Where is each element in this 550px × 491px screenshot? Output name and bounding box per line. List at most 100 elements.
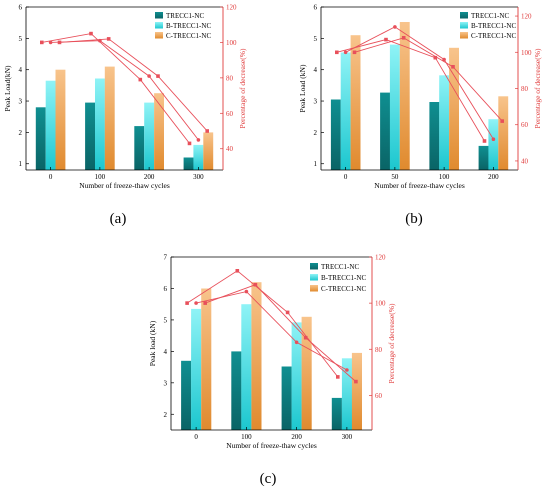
line-point-2-1 xyxy=(253,282,258,287)
y-tick-label-3: 5 xyxy=(164,316,168,324)
y-tick-label-3: 4 xyxy=(19,66,23,74)
line-series-1 xyxy=(50,40,199,141)
chart-panel-b: 1 2 3 4 5 6 40 60 80 100 120 0 50 100 200 Number of fre… xyxy=(298,4,542,191)
y-tick-label-4: 5 xyxy=(314,35,318,43)
bar-2-2 xyxy=(301,316,312,430)
y2-tick-label-3: 100 xyxy=(521,49,532,57)
bar-1-3 xyxy=(193,144,204,170)
legend-swatch-2 xyxy=(460,32,468,39)
y-tick-label-2: 3 xyxy=(314,98,318,106)
bar-1-3 xyxy=(488,119,499,170)
legend-label-2: C-TRECC1-NC xyxy=(166,32,211,40)
line-point-2-2 xyxy=(451,65,455,69)
bar-2-1 xyxy=(251,282,262,430)
x-tick-label-3: 300 xyxy=(342,433,353,441)
y-axis-label: Peak Load (kN) xyxy=(298,64,307,112)
y2-tick-label-2: 100 xyxy=(375,300,386,308)
bar-0-3 xyxy=(478,145,489,170)
legend-swatch-2 xyxy=(310,285,318,292)
line-point-1-2 xyxy=(442,57,446,62)
line-point-0-3 xyxy=(187,141,192,146)
line-point-0-0 xyxy=(185,301,189,305)
y2-axis-label: Percentage of decrease(%) xyxy=(238,48,247,128)
line-point-2-0 xyxy=(352,50,357,55)
y2-tick-label-1: 60 xyxy=(226,110,234,118)
y-tick-label-0: 1 xyxy=(19,160,23,168)
legend-swatch-0 xyxy=(155,12,163,19)
chart-panel-c: 2 3 4 5 6 7 60 80 100 120 0 100 200 300 Number of free… xyxy=(148,254,396,451)
line-point-0-3 xyxy=(482,139,487,143)
y2-axis-label: Percentage of decrease(%) xyxy=(387,303,396,383)
line-point-0-2 xyxy=(285,310,290,315)
panel-label-a: (a) xyxy=(110,211,127,227)
y-tick-label-1: 2 xyxy=(19,129,23,137)
x-tick-label-2: 100 xyxy=(439,173,450,181)
line-point-2-2 xyxy=(156,74,160,78)
y-tick-label-0: 2 xyxy=(164,411,168,419)
bar-1-2 xyxy=(439,75,450,170)
bar-1-0 xyxy=(191,308,202,430)
x-axis-label: Number of freeze-thaw cycles xyxy=(226,441,317,450)
y2-tick-label-1: 60 xyxy=(521,121,529,129)
x-axis-label: Number of freeze-thaw cycles xyxy=(79,181,170,190)
y2-tick-label-2: 80 xyxy=(521,85,529,93)
bar-0-2 xyxy=(134,126,145,170)
legend-swatch-2 xyxy=(155,32,163,39)
line-series-1 xyxy=(195,291,348,371)
y2-tick-label-3: 100 xyxy=(226,39,237,47)
x-tick-label-3: 300 xyxy=(193,173,204,181)
bar-2-0 xyxy=(201,288,212,430)
bar-1-1 xyxy=(241,304,252,430)
y-tick-label-3: 4 xyxy=(314,66,318,74)
legend-swatch-1 xyxy=(310,274,318,281)
y2-tick-label-4: 120 xyxy=(521,13,532,21)
line-point-2-1 xyxy=(106,37,111,41)
line-point-0-0 xyxy=(40,40,44,45)
y-tick-label-5: 6 xyxy=(314,4,318,12)
y2-tick-label-1: 80 xyxy=(375,346,383,354)
line-point-2-1 xyxy=(401,36,406,40)
bar-2-3 xyxy=(203,132,214,170)
legend-label-0: TRECC1-NC xyxy=(471,12,509,20)
bar-1-1 xyxy=(389,44,400,170)
bar-1-2 xyxy=(291,322,302,430)
bar-0-2 xyxy=(281,366,292,430)
line-point-0-2 xyxy=(138,77,143,82)
line-series-0 xyxy=(336,39,485,142)
x-axis-label: Number of freeze-thaw cycles xyxy=(374,181,465,190)
y2-tick-label-0: 40 xyxy=(226,145,234,153)
panel-label-b: (b) xyxy=(405,211,423,227)
legend-swatch-1 xyxy=(460,22,468,29)
y2-tick-label-3: 120 xyxy=(375,254,386,262)
line-series-2 xyxy=(59,38,208,132)
legend-label-1: B-TRECC1-NC xyxy=(166,22,211,30)
bar-2-3 xyxy=(498,96,509,170)
x-tick-label-1: 50 xyxy=(391,173,399,181)
line-point-1-0 xyxy=(343,50,348,55)
x-tick-label-0: 0 xyxy=(49,173,53,181)
line-point-1-0 xyxy=(48,40,53,45)
bar-0-2 xyxy=(429,102,440,170)
bar-0-0 xyxy=(181,360,192,430)
line-point-1-1 xyxy=(393,25,397,29)
y-tick-label-0: 1 xyxy=(314,160,318,168)
bar-0-0 xyxy=(330,99,341,170)
y2-tick-label-0: 60 xyxy=(375,392,383,400)
bar-2-0 xyxy=(55,69,66,170)
y-tick-label-5: 7 xyxy=(164,254,168,262)
line-point-0-1 xyxy=(384,37,388,42)
x-tick-label-2: 200 xyxy=(291,433,302,441)
line-point-1-2 xyxy=(294,340,299,345)
bar-2-0 xyxy=(350,35,361,171)
x-tick-label-1: 100 xyxy=(241,433,252,441)
line-point-2-3 xyxy=(205,129,209,133)
legend-swatch-1 xyxy=(155,22,163,29)
line-point-0-1 xyxy=(89,31,93,36)
line-point-2-0 xyxy=(57,40,62,45)
legend-swatch-0 xyxy=(310,263,318,270)
legend-label-0: TRECC1-NC xyxy=(321,263,359,271)
legend-label-1: B-TRECC1-NC xyxy=(471,22,516,30)
line-point-1-1 xyxy=(244,289,249,294)
y2-tick-label-4: 120 xyxy=(226,4,237,12)
